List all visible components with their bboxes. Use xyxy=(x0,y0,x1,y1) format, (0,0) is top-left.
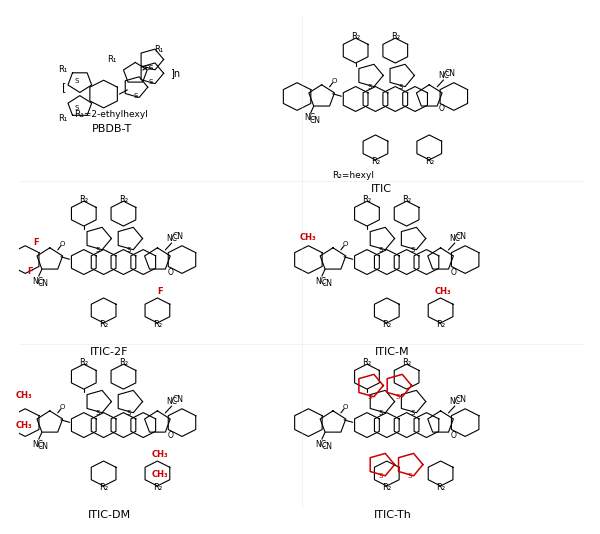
Text: ITIC: ITIC xyxy=(371,184,392,194)
Text: CN: CN xyxy=(321,279,332,288)
Text: CN: CN xyxy=(321,442,332,451)
Text: S: S xyxy=(127,410,131,417)
Text: CH₃: CH₃ xyxy=(152,470,169,479)
Text: R₁: R₁ xyxy=(107,55,116,64)
Text: O: O xyxy=(332,78,337,84)
Text: NC: NC xyxy=(316,277,326,286)
Text: R₂: R₂ xyxy=(425,157,434,166)
Text: R₂: R₂ xyxy=(153,320,162,329)
Text: R₂: R₂ xyxy=(362,358,371,367)
Text: ITIC-DM: ITIC-DM xyxy=(88,510,131,520)
Text: S: S xyxy=(133,93,137,99)
Text: S: S xyxy=(407,473,412,480)
Text: R₂: R₂ xyxy=(371,157,380,166)
Text: R₂: R₂ xyxy=(362,195,371,205)
Text: NC: NC xyxy=(166,233,177,242)
Text: S: S xyxy=(149,65,154,71)
Text: S: S xyxy=(379,247,383,253)
Text: S: S xyxy=(127,247,131,253)
Text: CN: CN xyxy=(455,232,467,240)
Text: S: S xyxy=(75,77,79,83)
Text: CN: CN xyxy=(173,395,184,404)
Text: S: S xyxy=(368,394,372,400)
Text: [: [ xyxy=(62,82,66,92)
Text: ITIC-Th: ITIC-Th xyxy=(374,510,412,520)
Text: O: O xyxy=(60,404,65,411)
Text: F: F xyxy=(33,238,38,247)
Text: R₂: R₂ xyxy=(436,483,445,492)
Text: O: O xyxy=(167,268,173,277)
Text: O: O xyxy=(451,430,456,439)
Text: NC: NC xyxy=(166,397,177,406)
Text: R₂: R₂ xyxy=(351,32,360,41)
Text: NC: NC xyxy=(32,439,43,449)
Text: F: F xyxy=(157,287,163,296)
Text: CH₃: CH₃ xyxy=(299,233,316,242)
Text: CN: CN xyxy=(310,115,321,124)
Text: CN: CN xyxy=(38,279,49,288)
Text: S: S xyxy=(379,410,383,417)
Text: CN: CN xyxy=(455,395,467,404)
Text: R₂: R₂ xyxy=(99,320,108,329)
Text: R₂: R₂ xyxy=(119,195,128,205)
Text: S: S xyxy=(410,410,415,417)
Text: S: S xyxy=(379,473,383,480)
Text: PBDB-T: PBDB-T xyxy=(91,124,131,134)
Text: R₂: R₂ xyxy=(79,358,88,367)
Text: R₂: R₂ xyxy=(79,195,88,205)
Text: R₁: R₁ xyxy=(58,114,67,123)
Text: NC: NC xyxy=(438,70,449,80)
Text: R₂: R₂ xyxy=(391,32,400,41)
Text: NC: NC xyxy=(449,233,460,242)
Text: CH₃: CH₃ xyxy=(16,421,32,429)
Text: R₁: R₁ xyxy=(154,45,164,54)
Text: S: S xyxy=(399,84,403,90)
Text: O: O xyxy=(343,241,349,247)
Text: CH₃: CH₃ xyxy=(435,287,452,296)
Text: R₂: R₂ xyxy=(99,483,108,492)
Text: S: S xyxy=(149,79,154,85)
Text: NC: NC xyxy=(449,397,460,406)
Text: CN: CN xyxy=(445,68,455,77)
Text: R₁: R₁ xyxy=(58,65,67,74)
Text: S: S xyxy=(96,247,100,253)
Text: R₂: R₂ xyxy=(382,320,391,329)
Text: O: O xyxy=(167,430,173,439)
Text: CN: CN xyxy=(38,442,49,451)
Text: R₂: R₂ xyxy=(119,358,128,367)
Text: CH₃: CH₃ xyxy=(16,391,32,400)
Text: R₂: R₂ xyxy=(436,320,445,329)
Text: O: O xyxy=(439,105,445,113)
Text: R₂=hexyl: R₂=hexyl xyxy=(332,170,374,179)
Text: CN: CN xyxy=(173,232,184,240)
Text: R₂: R₂ xyxy=(402,195,411,205)
Text: ITIC-2F: ITIC-2F xyxy=(90,347,128,357)
Text: O: O xyxy=(343,404,349,411)
Text: ITIC-M: ITIC-M xyxy=(375,347,410,357)
Text: S: S xyxy=(96,410,100,417)
Text: S: S xyxy=(75,105,79,111)
Text: NC: NC xyxy=(316,439,326,449)
Text: R₁=2-ethylhexyl: R₁=2-ethylhexyl xyxy=(74,111,148,119)
Text: F: F xyxy=(27,268,33,277)
Text: NC: NC xyxy=(32,277,43,286)
Text: R₂: R₂ xyxy=(153,483,162,492)
Text: S: S xyxy=(396,394,400,400)
Text: O: O xyxy=(145,65,151,71)
Text: O: O xyxy=(451,268,456,277)
Text: O: O xyxy=(60,241,65,247)
Text: S: S xyxy=(368,84,372,90)
Text: R₂: R₂ xyxy=(382,483,391,492)
Text: R₂: R₂ xyxy=(402,358,411,367)
Text: ]n: ]n xyxy=(170,68,180,78)
Text: CH₃: CH₃ xyxy=(152,450,169,459)
Text: S: S xyxy=(410,247,415,253)
Text: NC: NC xyxy=(304,113,315,122)
